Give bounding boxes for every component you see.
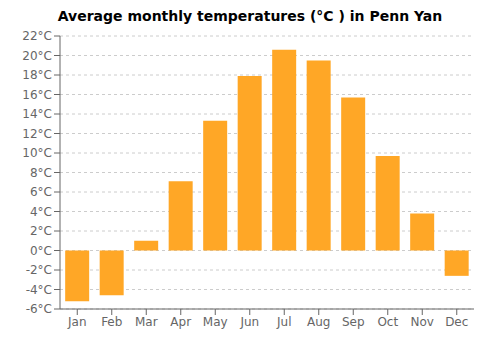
svg-text:22°C: 22°C — [22, 29, 52, 43]
svg-text:Aug: Aug — [307, 315, 330, 329]
svg-text:0°C: 0°C — [30, 244, 52, 258]
svg-text:Dec: Dec — [445, 315, 468, 329]
svg-text:Jul: Jul — [276, 315, 291, 329]
svg-text:8°C: 8°C — [30, 166, 52, 180]
svg-text:14°C: 14°C — [22, 107, 52, 121]
svg-text:-4°C: -4°C — [26, 283, 52, 297]
html-text:Average monthly temperatures (: Average monthly temperatures (°C ) in Pe… — [57, 8, 443, 24]
svg-text:4°C: 4°C — [30, 205, 52, 219]
svg-text:16°C: 16°C — [22, 88, 52, 102]
svg-text:Feb: Feb — [101, 315, 122, 329]
svg-text:12°C: 12°C — [22, 127, 52, 141]
svg-text:Mar: Mar — [135, 315, 158, 329]
svg-text:2°C: 2°C — [30, 224, 52, 238]
svg-text:6°C: 6°C — [30, 185, 52, 199]
svg-text:-2°C: -2°C — [26, 263, 52, 277]
svg-text:Oct: Oct — [377, 315, 398, 329]
svg-text:Apr: Apr — [170, 315, 191, 329]
svg-text:18°C: 18°C — [22, 68, 52, 82]
svg-text:May: May — [203, 315, 228, 329]
svg-text:10°C: 10°C — [22, 146, 52, 160]
svg-text:Nov: Nov — [411, 315, 434, 329]
svg-text:-6°C: -6°C — [26, 302, 52, 316]
svg-text:Jan: Jan — [67, 315, 87, 329]
svg-text:Jun: Jun — [239, 315, 259, 329]
svg-text:20°C: 20°C — [22, 49, 52, 63]
svg-text:Sep: Sep — [342, 315, 365, 329]
